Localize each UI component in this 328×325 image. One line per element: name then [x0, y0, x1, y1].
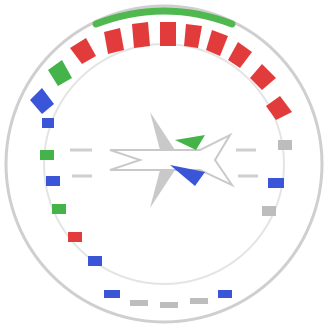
upper-lettering-marks	[30, 22, 292, 120]
top-green-arc	[92, 7, 236, 28]
inner-dash-marks	[70, 148, 258, 178]
bottom-lettering-marks	[104, 290, 232, 308]
right-lettering-marks	[262, 140, 292, 216]
left-lettering-marks	[40, 118, 102, 266]
central-aircraft-mark	[109, 112, 235, 208]
